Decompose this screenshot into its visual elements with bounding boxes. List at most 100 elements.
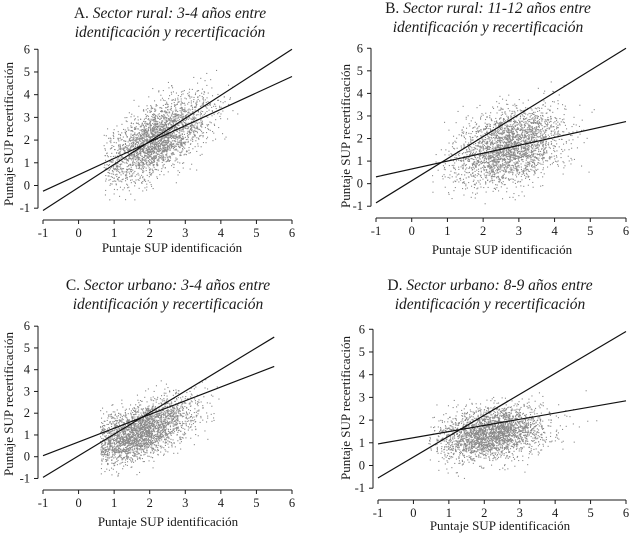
data-point	[151, 153, 153, 155]
data-point	[173, 144, 175, 146]
data-point	[520, 110, 522, 112]
data-point	[583, 129, 585, 131]
data-point	[533, 153, 535, 155]
data-point	[463, 131, 465, 133]
data-point	[159, 148, 161, 150]
data-point	[581, 165, 583, 167]
data-point	[486, 130, 488, 132]
data-point	[165, 136, 167, 138]
data-point	[540, 134, 542, 136]
data-point	[497, 154, 499, 156]
data-point	[482, 134, 484, 136]
data-point	[181, 102, 183, 104]
data-point	[518, 151, 520, 153]
data-point	[164, 141, 166, 143]
data-point	[141, 159, 143, 161]
data-point	[532, 144, 534, 146]
data-point	[521, 179, 523, 181]
panel-a-title-line1: A. Sector rural: 3-4 años entre	[74, 5, 266, 22]
data-point	[173, 102, 175, 104]
data-point	[177, 144, 179, 146]
data-point	[162, 149, 164, 151]
data-point	[132, 159, 134, 161]
data-point	[110, 156, 112, 158]
data-point	[134, 170, 136, 172]
data-point	[509, 150, 511, 152]
data-point	[509, 136, 511, 138]
data-point	[479, 183, 481, 185]
data-point	[473, 127, 475, 129]
data-point	[169, 112, 171, 114]
data-point	[476, 107, 478, 109]
data-point	[139, 144, 141, 146]
data-point	[511, 129, 513, 131]
data-point	[161, 137, 163, 139]
data-point	[462, 188, 464, 190]
data-point	[154, 120, 156, 122]
data-point	[504, 112, 506, 114]
data-point	[535, 146, 537, 148]
data-point	[507, 136, 509, 138]
data-point	[148, 134, 150, 136]
data-point	[138, 132, 140, 134]
data-point	[507, 164, 509, 166]
data-point	[559, 134, 561, 136]
data-point	[141, 122, 143, 124]
data-point	[220, 101, 222, 103]
data-point	[553, 147, 555, 149]
data-point	[532, 132, 534, 134]
data-point	[113, 129, 115, 131]
data-point	[501, 132, 503, 134]
data-point	[139, 137, 141, 139]
data-point	[540, 172, 542, 174]
data-point	[174, 120, 176, 122]
data-point	[513, 110, 515, 112]
data-point	[104, 148, 106, 150]
data-point	[147, 132, 149, 134]
data-point	[531, 131, 533, 133]
data-point	[545, 120, 547, 122]
data-point	[148, 152, 150, 154]
data-point	[535, 128, 537, 130]
data-point	[463, 146, 465, 148]
data-point	[159, 155, 161, 157]
data-point	[527, 175, 529, 177]
data-point	[501, 169, 503, 171]
data-point	[155, 157, 157, 159]
data-point	[189, 168, 191, 170]
data-point	[485, 157, 487, 159]
data-point	[451, 176, 453, 178]
data-point	[534, 115, 536, 117]
data-point	[152, 107, 154, 109]
data-point	[175, 145, 177, 147]
data-point	[482, 155, 484, 157]
data-point	[516, 172, 518, 174]
data-point	[191, 124, 193, 126]
data-point	[184, 122, 186, 124]
data-point	[120, 157, 122, 159]
data-point	[188, 112, 190, 114]
data-point	[147, 160, 149, 162]
data-point	[525, 113, 527, 115]
data-point	[160, 110, 162, 112]
data-point	[107, 175, 109, 177]
data-point	[488, 158, 490, 160]
data-point	[473, 146, 475, 148]
data-point	[478, 164, 480, 166]
data-point	[448, 165, 450, 167]
data-point	[160, 126, 162, 128]
data-point	[149, 155, 151, 157]
data-point	[133, 155, 135, 157]
data-point	[536, 169, 538, 171]
data-point	[151, 142, 153, 144]
data-point	[573, 123, 575, 125]
data-point	[497, 158, 499, 160]
data-point	[172, 131, 174, 133]
data-point	[465, 164, 467, 166]
data-point	[200, 125, 202, 127]
data-point	[502, 155, 504, 157]
data-point	[543, 149, 545, 151]
data-point	[462, 167, 464, 169]
data-point	[479, 130, 481, 132]
data-point	[139, 176, 141, 178]
